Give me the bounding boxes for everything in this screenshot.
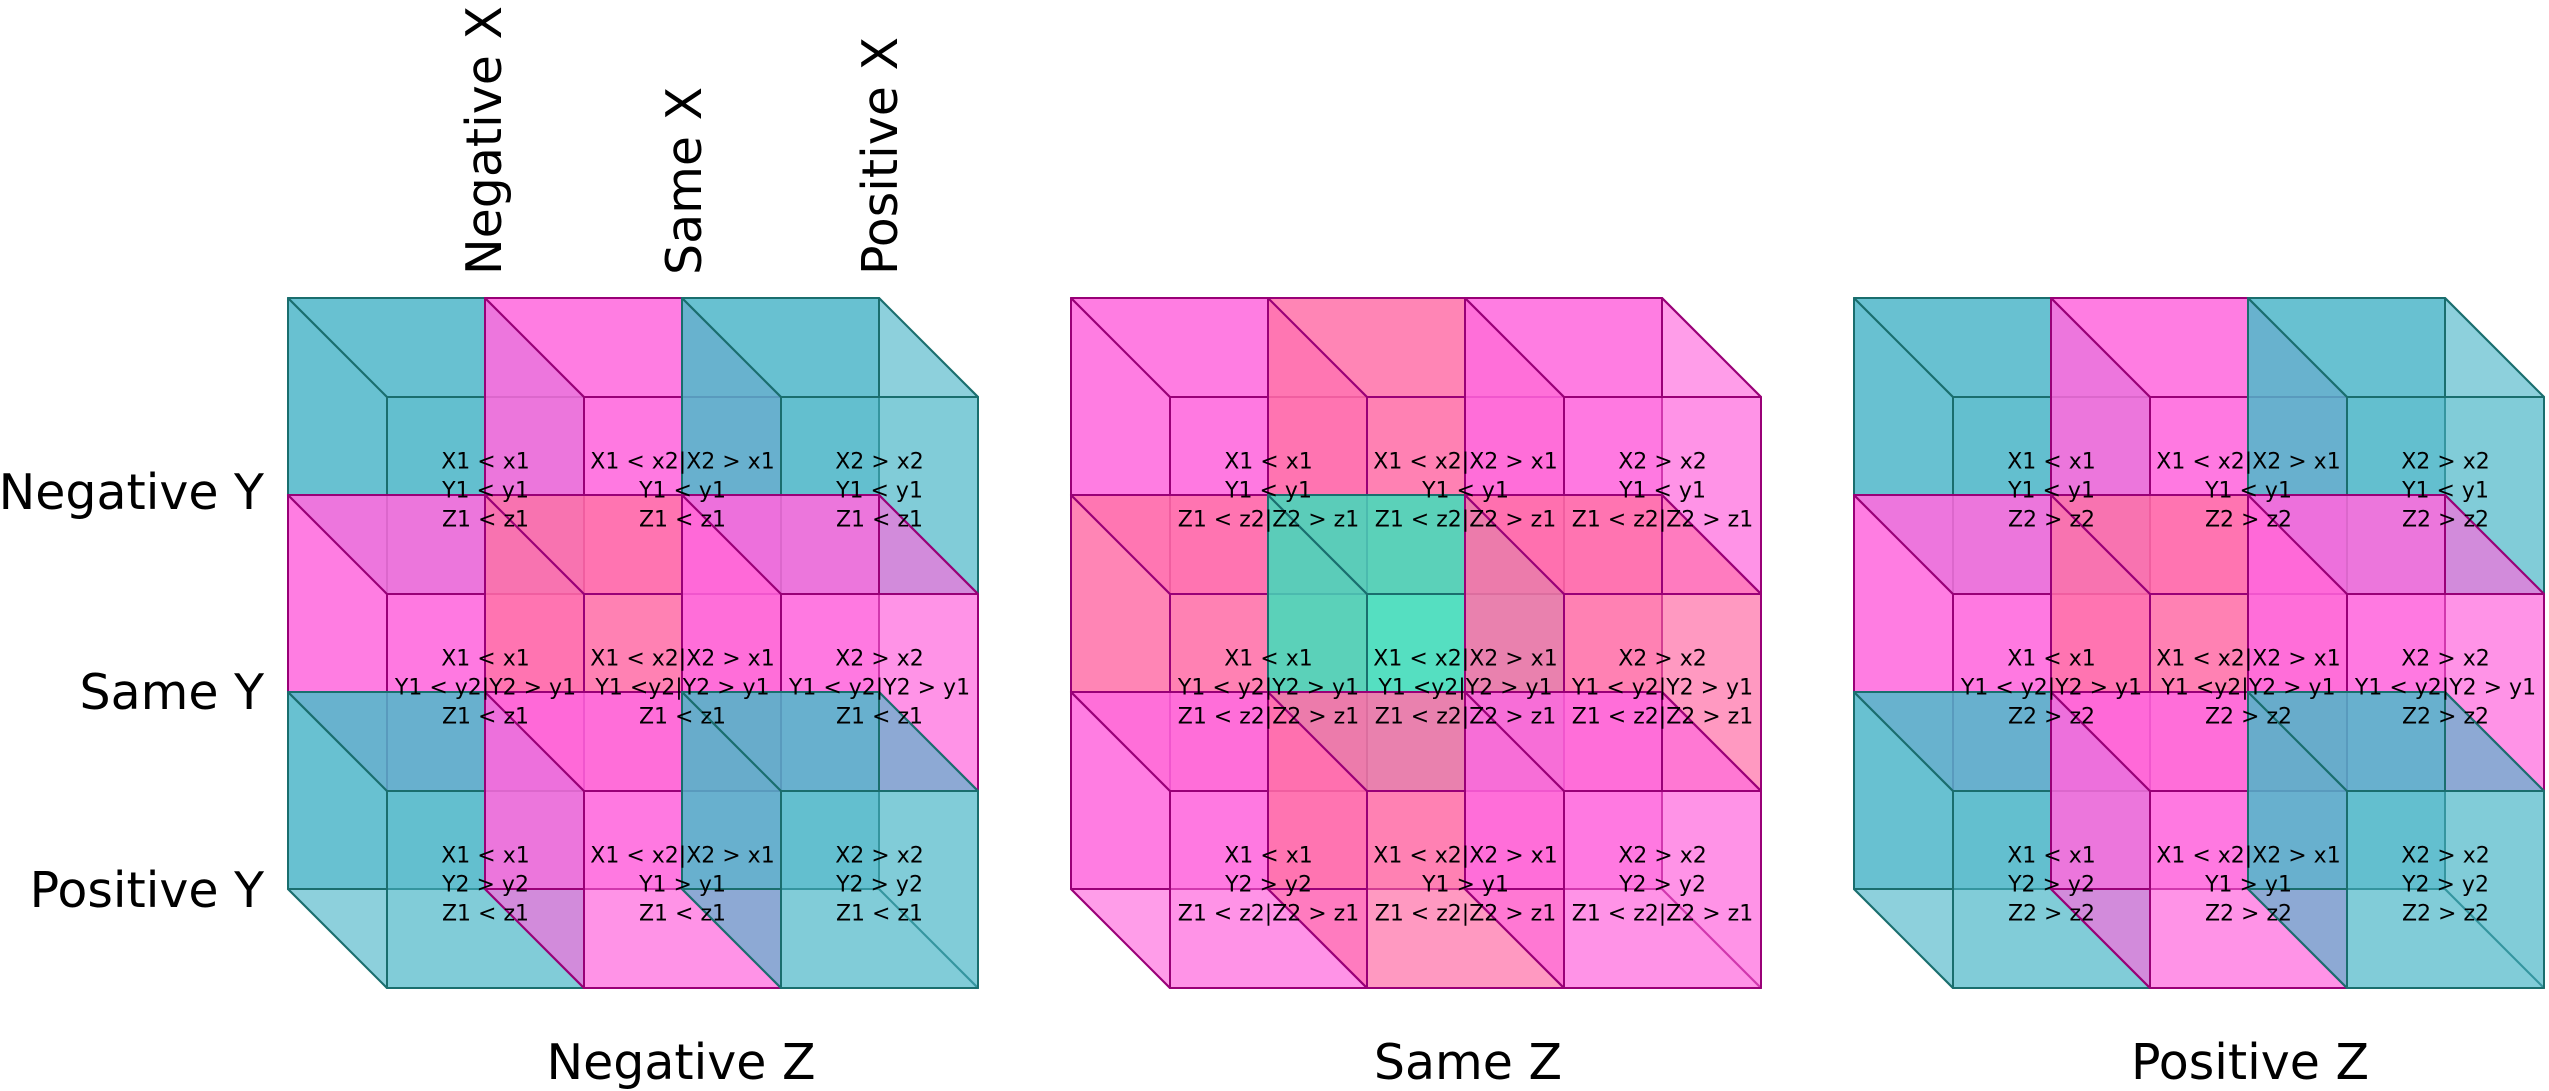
cell-label-line: Z1 < z1 <box>836 508 923 533</box>
cell-label-line: Z1 < z1 <box>639 508 726 533</box>
cell-cube <box>2247 691 2545 989</box>
cell-label-line: Y1 < y1 <box>2007 479 2095 504</box>
cell-label-line: Z2 > z2 <box>2008 705 2095 730</box>
cell-label-line: Y1 > y1 <box>2204 873 2292 898</box>
cell-label-line: Y1 < y1 <box>638 479 726 504</box>
cell-label-line: Z1 < z2|Z2 > z1 <box>1375 508 1556 533</box>
cell-label-line: X2 > x2 <box>2401 844 2490 869</box>
cube-grid-0: X1 < x1 Y1 < y1 Z1 < z1 X1 < x2|X2 > x1 Y1 <… <box>287 297 979 989</box>
cell-label-line: Y1 < y2|Y2 > y1 <box>1177 676 1359 701</box>
cell-label-line: X2 > x2 <box>1618 450 1707 475</box>
cell-label-line: Y2 > y2 <box>1618 873 1706 898</box>
cell-label-line: Z2 > z2 <box>2205 705 2292 730</box>
cell-label-line: Y1 < y1 <box>2401 479 2489 504</box>
cell-label-line: Z1 < z1 <box>639 902 726 927</box>
cell-label-line: X1 < x1 <box>2007 844 2096 869</box>
cell-label-line: X1 < x2|X2 > x1 <box>590 647 774 672</box>
cell-label-line: X1 < x2|X2 > x1 <box>2156 844 2340 869</box>
cell-label-line: Y2 > y2 <box>441 873 529 898</box>
cell-label-line: Y1 < y2|Y2 > y1 <box>1571 676 1753 701</box>
cell-label-line: X1 < x2|X2 > x1 <box>1373 844 1557 869</box>
cell-label-line: Y1 < y1 <box>1421 479 1509 504</box>
cell-front-face <box>780 790 979 989</box>
cell-label-line: Y1 <y2|Y2 > y1 <box>2160 676 2335 701</box>
cell-label-line: Z1 < z1 <box>639 705 726 730</box>
row-label-negative-y: Negative Y <box>0 464 264 521</box>
cell-label-line: X1 < x2|X2 > x1 <box>590 450 774 475</box>
cell-label-line: Y2 > y2 <box>2401 873 2489 898</box>
cell-label-line: Y2 > y2 <box>1224 873 1312 898</box>
cell-label-line: Y1 <y2|Y2 > y1 <box>594 676 769 701</box>
cell-label-line: X2 > x2 <box>835 647 924 672</box>
cell-cube <box>681 691 979 989</box>
cell-label-line: X2 > x2 <box>1618 844 1707 869</box>
cell-label-line: Y2 > y2 <box>2007 873 2095 898</box>
row-label-same-y: Same Y <box>79 664 264 721</box>
cell-label-line: Z2 > z2 <box>2008 902 2095 927</box>
cell-label-line: Z1 < z2|Z2 > z1 <box>1572 508 1753 533</box>
cell-label-line: X1 < x2|X2 > x1 <box>2156 647 2340 672</box>
cell-front-face <box>2346 790 2545 989</box>
cell-label-line: Z1 < z2|Z2 > z1 <box>1178 508 1359 533</box>
cell-label-line: Z1 < z1 <box>442 508 529 533</box>
cell-label-line: X1 < x2|X2 > x1 <box>1373 450 1557 475</box>
cell-label-line: Z1 < z2|Z2 > z1 <box>1178 902 1359 927</box>
cell-label-line: X1 < x2|X2 > x1 <box>1373 647 1557 672</box>
cube-grid-2: X1 < x1 Y1 < y1 Z2 > z2 X1 < x2|X2 > x1 Y1 <… <box>1853 297 2545 989</box>
cell-label-line: Z1 < z1 <box>442 705 529 730</box>
cell-label-line: Y1 > y1 <box>1421 873 1509 898</box>
cell-label-line: X1 < x1 <box>1224 647 1313 672</box>
cell-label-line: Y1 < y2|Y2 > y1 <box>394 676 576 701</box>
cell-label-line: X2 > x2 <box>835 450 924 475</box>
cell-label-line: Y1 < y1 <box>2204 479 2292 504</box>
cell-label-line: Y1 < y1 <box>1618 479 1706 504</box>
cell-label-line: X2 > x2 <box>835 844 924 869</box>
cell-label-line: Z1 < z2|Z2 > z1 <box>1572 705 1753 730</box>
panel-label-same-z: Same Z <box>1373 1034 1563 1091</box>
cell-label-line: Z1 < z1 <box>836 705 923 730</box>
cell-label-line: X1 < x1 <box>1224 450 1313 475</box>
cell-label-line: X1 < x1 <box>2007 450 2096 475</box>
panel-label-positive-z: Positive Z <box>2130 1034 2370 1091</box>
cell-label-line: X2 > x2 <box>2401 450 2490 475</box>
cell-label-line: X1 < x1 <box>1224 844 1313 869</box>
cell-label-line: Z2 > z2 <box>2402 705 2489 730</box>
cell-label-line: Z2 > z2 <box>2008 508 2095 533</box>
cell-label-line: Y1 < y1 <box>441 479 529 504</box>
cell-label-line: Z2 > z2 <box>2205 508 2292 533</box>
cell-label-line: Z2 > z2 <box>2205 902 2292 927</box>
cell-label-line: Y1 < y1 <box>1224 479 1312 504</box>
cell-front-face <box>1563 790 1762 989</box>
cell-label-line: Y1 < y1 <box>835 479 923 504</box>
cell-label-line: Y1 < y2|Y2 > y1 <box>2354 676 2536 701</box>
cell-label-line: Z1 < z1 <box>836 902 923 927</box>
cell-label-line: Z1 < z2|Z2 > z1 <box>1178 705 1359 730</box>
cell-cube <box>1464 691 1762 989</box>
cell-label-line: Z2 > z2 <box>2402 508 2489 533</box>
cell-label-line: X1 < x1 <box>2007 647 2096 672</box>
cell-label-line: Y1 < y2|Y2 > y1 <box>1960 676 2142 701</box>
cell-label-line: Z1 < z2|Z2 > z1 <box>1572 902 1753 927</box>
cell-label-line: Z1 < z1 <box>442 902 529 927</box>
cell-label-line: X2 > x2 <box>2401 647 2490 672</box>
cell-label-line: Y1 < y2|Y2 > y1 <box>788 676 970 701</box>
cell-label-line: X1 < x2|X2 > x1 <box>2156 450 2340 475</box>
cell-label-line: X1 < x1 <box>441 844 530 869</box>
cell-label-line: Y1 <y2|Y2 > y1 <box>1377 676 1552 701</box>
cell-label-line: X1 < x1 <box>441 647 530 672</box>
cube-grid-1: X1 < x1 Y1 < y1 Z1 < z2|Z2 > z1 X1 < x2|X2 … <box>1070 297 1762 989</box>
cell-label-line: Z1 < z2|Z2 > z1 <box>1375 705 1556 730</box>
cell-label-line: X1 < x2|X2 > x1 <box>590 844 774 869</box>
panel-label-negative-z: Negative Z <box>546 1034 816 1091</box>
cell-label-line: X1 < x1 <box>441 450 530 475</box>
cell-label-line: Z1 < z2|Z2 > z1 <box>1375 902 1556 927</box>
cell-label-line: Y2 > y2 <box>835 873 923 898</box>
cell-label-line: Z2 > z2 <box>2402 902 2489 927</box>
cell-label-line: Y1 > y1 <box>638 873 726 898</box>
cell-label-line: X2 > x2 <box>1618 647 1707 672</box>
row-label-positive-y: Positive Y <box>29 862 264 919</box>
